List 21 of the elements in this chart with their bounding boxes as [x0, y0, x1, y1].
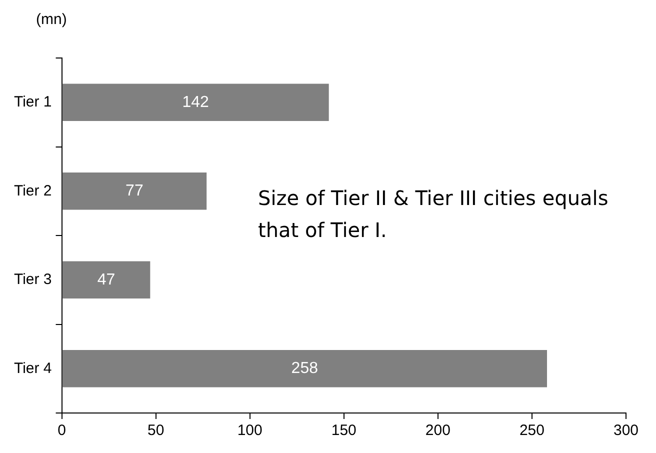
data-label: 77 — [126, 182, 144, 200]
x-tick-label: 50 — [147, 422, 164, 440]
x-tick-label: 150 — [331, 422, 356, 440]
x-tick-label: 300 — [613, 422, 639, 440]
y-tick-label: Tier 2 — [14, 182, 52, 200]
x-tick-label: 100 — [237, 422, 262, 440]
bar — [62, 172, 207, 210]
annotation: Size of Tier II & Tier III cities equals that of Tier I. — [258, 186, 608, 242]
data-label: 258 — [291, 360, 318, 378]
x-tick-label: 250 — [519, 422, 544, 440]
data-label: 142 — [182, 94, 210, 111]
y-tick-label: Tier 4 — [14, 360, 52, 377]
bar — [62, 84, 329, 122]
x-tick-label: 0 — [58, 422, 66, 440]
x-tick-label: 200 — [425, 422, 450, 440]
data-label: 47 — [97, 271, 116, 288]
bar — [62, 261, 150, 299]
y-tick-label: Tier 1 — [14, 94, 52, 111]
y-tick-label: Tier 3 — [14, 271, 52, 288]
y-axis-title: (mn) — [36, 11, 67, 28]
bar — [62, 350, 548, 388]
